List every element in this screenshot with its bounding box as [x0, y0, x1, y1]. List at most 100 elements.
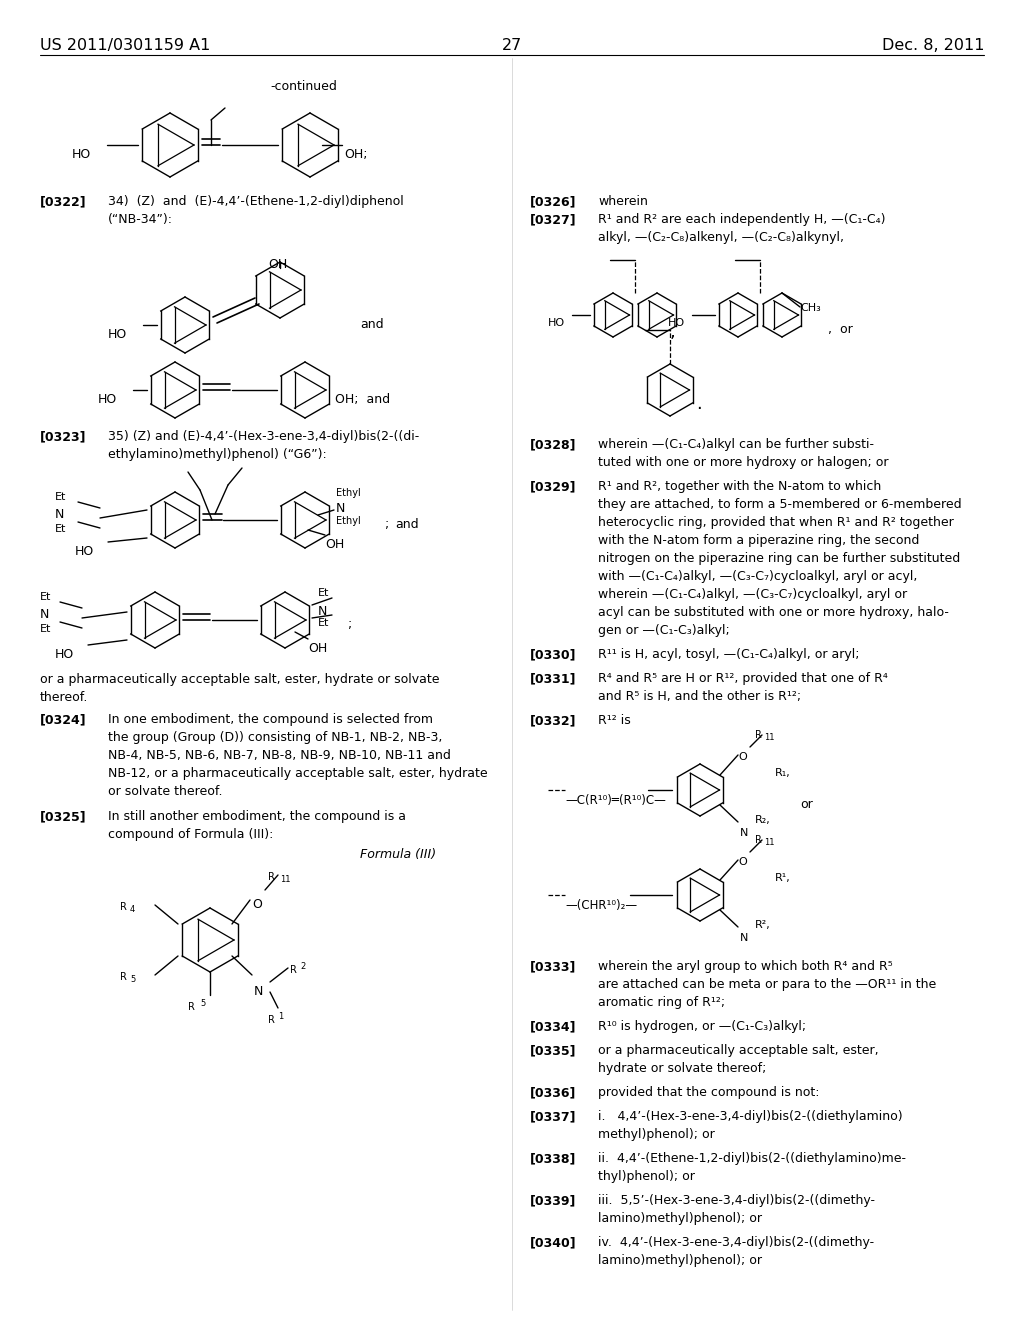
Text: i.   4,4’-(Hex-3-ene-3,4-diyl)bis(2-((diethylamino): i. 4,4’-(Hex-3-ene-3,4-diyl)bis(2-((diet…: [598, 1110, 902, 1123]
Text: N: N: [740, 828, 749, 838]
Text: or: or: [800, 799, 813, 810]
Text: Ethyl: Ethyl: [336, 516, 360, 525]
Text: [0331]: [0331]: [530, 672, 577, 685]
Text: 34)  (Z)  and  (E)-4,4’-(Ethene-1,2-diyl)diphenol: 34) (Z) and (E)-4,4’-(Ethene-1,2-diyl)di…: [108, 195, 403, 209]
Text: ,  or: , or: [828, 323, 853, 337]
Text: 4: 4: [130, 906, 135, 913]
Text: (“NB-34”):: (“NB-34”):: [108, 213, 173, 226]
Text: N: N: [740, 933, 749, 942]
Text: R¹ and R², together with the N-atom to which: R¹ and R², together with the N-atom to w…: [598, 480, 882, 492]
Text: lamino)methyl)phenol); or: lamino)methyl)phenol); or: [598, 1212, 762, 1225]
Text: gen or —(C₁-C₃)alkyl;: gen or —(C₁-C₃)alkyl;: [598, 624, 730, 638]
Text: R₂,: R₂,: [755, 814, 771, 825]
Text: 35) (Z) and (E)-4,4’-(Hex-3-ene-3,4-diyl)bis(2-((di-: 35) (Z) and (E)-4,4’-(Hex-3-ene-3,4-diyl…: [108, 430, 419, 444]
Text: Dec. 8, 2011: Dec. 8, 2011: [882, 38, 984, 53]
Text: aromatic ring of R¹²;: aromatic ring of R¹²;: [598, 997, 725, 1008]
Text: R: R: [755, 730, 762, 741]
Text: iv.  4,4’-(Hex-3-ene-3,4-diyl)bis(2-((dimethy-: iv. 4,4’-(Hex-3-ene-3,4-diyl)bis(2-((dim…: [598, 1236, 874, 1249]
Text: wherein: wherein: [598, 195, 648, 209]
Text: [0323]: [0323]: [40, 430, 86, 444]
Text: R: R: [120, 902, 127, 912]
Text: 1: 1: [278, 1012, 284, 1020]
Text: 2: 2: [300, 962, 305, 972]
Text: [0336]: [0336]: [530, 1086, 577, 1100]
Text: R: R: [120, 972, 127, 982]
Text: [0322]: [0322]: [40, 195, 87, 209]
Text: HO: HO: [72, 148, 91, 161]
Text: wherein the aryl group to which both R⁴ and R⁵: wherein the aryl group to which both R⁴ …: [598, 960, 893, 973]
Text: 27: 27: [502, 38, 522, 53]
Text: [0334]: [0334]: [530, 1020, 577, 1034]
Text: alkyl, —(C₂-C₈)alkenyl, —(C₂-C₈)alkynyl,: alkyl, —(C₂-C₈)alkenyl, —(C₂-C₈)alkynyl,: [598, 231, 844, 244]
Text: methyl)phenol); or: methyl)phenol); or: [598, 1129, 715, 1140]
Text: —(CHR¹⁰)₂—: —(CHR¹⁰)₂—: [565, 899, 637, 912]
Text: provided that the compound is not:: provided that the compound is not:: [598, 1086, 819, 1100]
Text: R¹,: R¹,: [775, 873, 791, 883]
Text: Et: Et: [40, 591, 51, 602]
Text: HO: HO: [548, 318, 565, 327]
Text: nitrogen on the piperazine ring can be further substituted: nitrogen on the piperazine ring can be f…: [598, 552, 961, 565]
Text: N: N: [336, 502, 345, 515]
Text: R: R: [268, 1015, 274, 1026]
Text: compound of Formula (III):: compound of Formula (III):: [108, 828, 273, 841]
Text: ethylamino)methyl)phenol) (“G6”):: ethylamino)methyl)phenol) (“G6”):: [108, 447, 327, 461]
Text: R⁴ and R⁵ are H or R¹², provided that one of R⁴: R⁴ and R⁵ are H or R¹², provided that on…: [598, 672, 888, 685]
Text: or a pharmaceutically acceptable salt, ester, hydrate or solvate: or a pharmaceutically acceptable salt, e…: [40, 673, 439, 686]
Text: .: .: [696, 395, 701, 413]
Text: R¹¹ is H, acyl, tosyl, —(C₁-C₄)alkyl, or aryl;: R¹¹ is H, acyl, tosyl, —(C₁-C₄)alkyl, or…: [598, 648, 859, 661]
Text: and: and: [360, 318, 384, 331]
Text: OH: OH: [268, 257, 288, 271]
Text: R¹⁰ is hydrogen, or —(C₁-C₃)alkyl;: R¹⁰ is hydrogen, or —(C₁-C₃)alkyl;: [598, 1020, 806, 1034]
Text: In still another embodiment, the compound is a: In still another embodiment, the compoun…: [108, 810, 406, 822]
Text: [0332]: [0332]: [530, 714, 577, 727]
Text: they are attached, to form a 5-membered or 6-membered: they are attached, to form a 5-membered …: [598, 498, 962, 511]
Text: O: O: [738, 857, 746, 867]
Text: [0330]: [0330]: [530, 648, 577, 661]
Text: [0340]: [0340]: [530, 1236, 577, 1249]
Text: ;: ;: [385, 517, 389, 531]
Text: and: and: [395, 517, 419, 531]
Text: are attached can be meta or para to the —OR¹¹ in the: are attached can be meta or para to the …: [598, 978, 936, 991]
Text: R¹² is: R¹² is: [598, 714, 631, 727]
Text: In one embodiment, the compound is selected from: In one embodiment, the compound is selec…: [108, 713, 433, 726]
Text: acyl can be substituted with one or more hydroxy, halo-: acyl can be substituted with one or more…: [598, 606, 949, 619]
Text: or a pharmaceutically acceptable salt, ester,: or a pharmaceutically acceptable salt, e…: [598, 1044, 879, 1057]
Text: NB-12, or a pharmaceutically acceptable salt, ester, hydrate: NB-12, or a pharmaceutically acceptable …: [108, 767, 487, 780]
Text: 11: 11: [764, 838, 774, 847]
Text: Et: Et: [55, 524, 67, 535]
Text: [0339]: [0339]: [530, 1195, 577, 1206]
Text: R: R: [755, 836, 762, 845]
Text: R: R: [268, 873, 274, 882]
Text: ;: ;: [348, 618, 352, 631]
Text: US 2011/0301159 A1: US 2011/0301159 A1: [40, 38, 210, 53]
Text: [0333]: [0333]: [530, 960, 577, 973]
Text: wherein —(C₁-C₄)alkyl can be further substi-: wherein —(C₁-C₄)alkyl can be further sub…: [598, 438, 874, 451]
Text: HO: HO: [668, 318, 685, 327]
Text: with the N-atom form a piperazine ring, the second: with the N-atom form a piperazine ring, …: [598, 535, 920, 546]
Text: OH;  and: OH; and: [335, 393, 390, 407]
Text: OH;: OH;: [344, 148, 368, 161]
Text: [0328]: [0328]: [530, 438, 577, 451]
Text: 11: 11: [764, 733, 774, 742]
Text: Formula (III): Formula (III): [360, 847, 436, 861]
Text: thyl)phenol); or: thyl)phenol); or: [598, 1170, 695, 1183]
Text: Ethyl: Ethyl: [336, 488, 360, 498]
Text: [0326]: [0326]: [530, 195, 577, 209]
Text: [0337]: [0337]: [530, 1110, 577, 1123]
Text: [0325]: [0325]: [40, 810, 87, 822]
Text: N: N: [55, 508, 65, 521]
Text: with —(C₁-C₄)alkyl, —(C₃-C₇)cycloalkyl, aryl or acyl,: with —(C₁-C₄)alkyl, —(C₃-C₇)cycloalkyl, …: [598, 570, 918, 583]
Text: heterocyclic ring, provided that when R¹ and R² together: heterocyclic ring, provided that when R¹…: [598, 516, 953, 529]
Text: CH₃: CH₃: [800, 304, 821, 313]
Text: the group (Group (D)) consisting of NB-1, NB-2, NB-3,: the group (Group (D)) consisting of NB-1…: [108, 731, 442, 744]
Text: [0335]: [0335]: [530, 1044, 577, 1057]
Text: 5: 5: [130, 975, 135, 983]
Text: O: O: [738, 752, 746, 762]
Text: hydrate or solvate thereof;: hydrate or solvate thereof;: [598, 1063, 766, 1074]
Text: [0338]: [0338]: [530, 1152, 577, 1166]
Text: R²,: R²,: [755, 920, 771, 931]
Text: or solvate thereof.: or solvate thereof.: [108, 785, 222, 799]
Text: ii.  4,4’-(Ethene-1,2-diyl)bis(2-((diethylamino)me-: ii. 4,4’-(Ethene-1,2-diyl)bis(2-((diethy…: [598, 1152, 906, 1166]
Text: N: N: [254, 985, 263, 998]
Text: R¹ and R² are each independently H, —(C₁-C₄): R¹ and R² are each independently H, —(C₁…: [598, 213, 886, 226]
